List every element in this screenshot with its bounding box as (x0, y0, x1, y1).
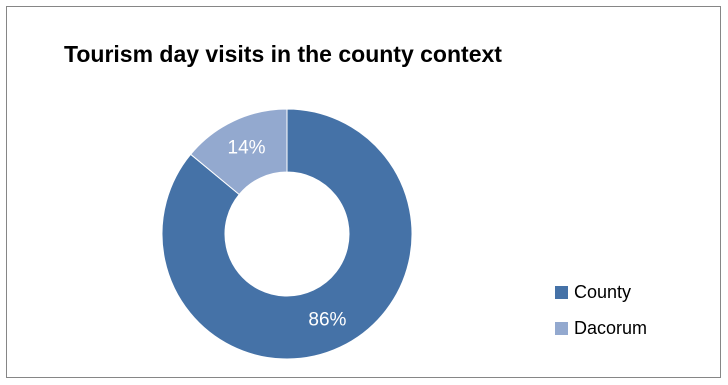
legend-label: County (574, 281, 632, 302)
legend-swatch (555, 285, 568, 299)
chart-legend: County Dacorum (555, 281, 647, 353)
legend-item-county: County (555, 281, 647, 303)
data-label-dacorum: 14% (228, 138, 266, 159)
chart-frame: Tourism day visits in the county context… (6, 6, 721, 378)
legend-swatch (555, 321, 568, 335)
chart-title: Tourism day visits in the county context (64, 41, 502, 67)
doughnut-slice-dacorum (189, 108, 288, 196)
doughnut-chart: 86% 14% (161, 108, 413, 360)
legend-label: Dacorum (574, 317, 648, 338)
legend-item-dacorum: Dacorum (555, 317, 647, 339)
data-label-county: 86% (308, 309, 346, 330)
doughnut-slice-county (161, 108, 413, 360)
